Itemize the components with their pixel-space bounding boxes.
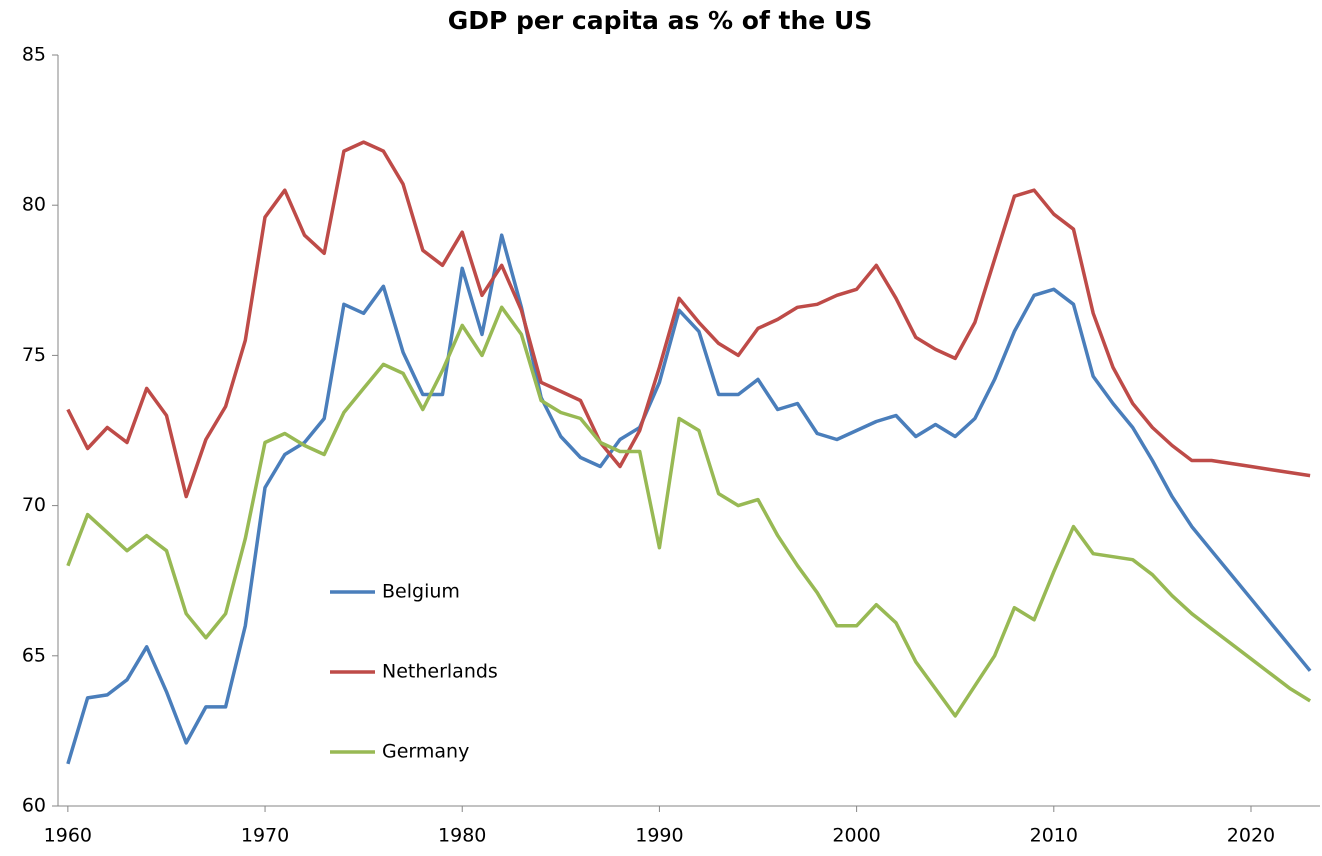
y-tick-label: 75: [22, 344, 46, 366]
x-tick-label: 2020: [1227, 825, 1275, 847]
line-series: [66, 140, 1311, 499]
x-tick-label: 1980: [438, 825, 486, 847]
y-tick-label: 70: [22, 494, 46, 516]
legend-label: Netherlands: [382, 661, 498, 683]
x-tick-label: 1970: [241, 825, 289, 847]
line-series: [66, 233, 1312, 765]
y-tick-label: 65: [22, 644, 46, 666]
line-series: [66, 305, 1312, 718]
y-tick-label: 60: [22, 795, 46, 817]
x-tick-label: 1960: [44, 825, 92, 847]
y-tick-label: 85: [22, 44, 46, 66]
chart-title: GDP per capita as % of the US: [448, 6, 873, 35]
y-tick-label: 80: [22, 194, 46, 216]
legend-label: Germany: [382, 741, 469, 763]
x-tick-label: 1990: [635, 825, 683, 847]
legend-label: Belgium: [382, 581, 460, 603]
x-tick-label: 2010: [1030, 825, 1078, 847]
x-tick-label: 2000: [832, 825, 880, 847]
